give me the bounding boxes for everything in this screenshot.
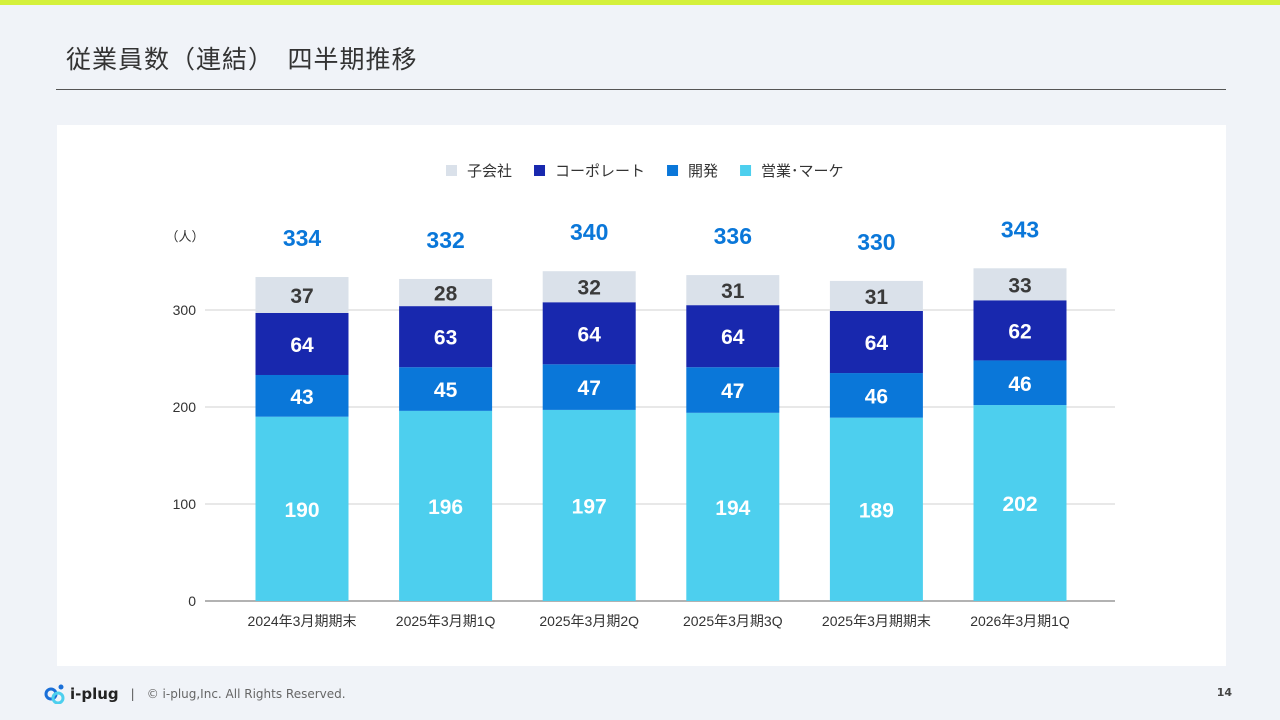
bar-segment [542,364,636,410]
segment-label: 47 [578,377,601,400]
x-tick-label: 2025年3月期2Q [539,613,639,629]
segment-label: 46 [1008,373,1031,396]
segment-label: 45 [434,379,458,402]
bar-segment [399,278,493,307]
x-tick-label: 2026年3月期1Q [970,613,1070,629]
legend-label: コーポレート [555,162,645,180]
page-number: 14 [1216,686,1232,699]
segment-label: 64 [721,326,745,349]
footer: i-plug | © i-plug,Inc. All Rights Reserv… [44,682,346,706]
bar-segment [973,300,1067,361]
total-label: 330 [857,229,895,255]
y-axis-unit: （人） [165,229,204,244]
segment-label: 197 [572,495,607,518]
title-divider [56,89,1226,90]
segment-label: 196 [428,496,463,519]
segment-label: 47 [721,380,744,403]
segment-label: 64 [578,323,602,346]
legend-label: 子会社 [467,162,512,180]
bar-segment [399,410,493,601]
segment-label: 33 [1008,274,1031,297]
segment-label: 202 [1002,493,1037,516]
x-tick-label: 2025年3月期1Q [396,613,496,629]
x-tick-label: 2024年3月期期末 [248,613,357,629]
bar-segment [973,268,1067,301]
bar-segment [255,416,349,601]
bar-segment [829,310,923,374]
x-tick-label: 2025年3月期3Q [683,613,783,629]
y-tick-label: 300 [173,302,197,318]
bar-segment [829,280,923,311]
bar-segment [399,367,493,411]
legend-swatch [740,165,752,176]
y-tick-label: 100 [173,496,197,512]
segment-label: 189 [859,499,894,522]
segment-label: 37 [290,285,313,308]
total-label: 343 [1001,216,1039,242]
total-label: 334 [283,225,322,251]
segment-label: 190 [284,499,319,522]
bar-segment [542,302,636,365]
bar-segment [542,271,636,303]
segment-label: 64 [865,332,889,355]
segment-label: 194 [715,497,750,520]
bar-segment [973,405,1067,601]
total-label: 340 [570,219,608,245]
legend-swatch [534,165,546,176]
logo-text: i-plug [70,685,119,703]
bar-segment [255,312,349,375]
bar-segment [686,305,780,368]
bar-segment [255,277,349,313]
segment-label: 62 [1008,320,1031,343]
segment-label: 31 [721,280,745,303]
bar-segment [829,417,923,601]
legend-label: 営業･マーケ [761,162,844,180]
bar-segment [686,275,780,306]
legend-swatch [667,165,679,176]
x-tick-label: 2025年3月期期末 [822,613,931,629]
segment-label: 46 [865,385,888,408]
total-label: 332 [426,227,464,253]
page-title: 従業員数（連結） 四半期推移 [66,45,418,74]
segment-label: 64 [290,334,314,357]
segment-label: 43 [290,386,313,409]
y-tick-label: 0 [188,593,196,609]
bar-segment [686,367,780,413]
i-plug-logo-icon [44,684,65,704]
top-accent-bar [0,0,1280,5]
segment-label: 28 [434,283,458,306]
bar-segment [542,409,636,601]
bar-segment [973,360,1067,406]
segment-label: 63 [434,327,457,350]
bar-segment [255,374,349,417]
footer-separator: | [130,687,135,701]
total-label: 336 [714,223,752,249]
segment-label: 32 [578,277,601,300]
legend-swatch [446,165,457,176]
y-tick-label: 200 [173,399,197,415]
copyright: © i-plug,Inc. All Rights Reserved. [146,687,346,701]
bar-segment [399,306,493,368]
bar-segment [686,412,780,601]
bar-segment [829,373,923,418]
segment-label: 31 [865,286,889,309]
legend-label: 開発 [688,162,718,180]
